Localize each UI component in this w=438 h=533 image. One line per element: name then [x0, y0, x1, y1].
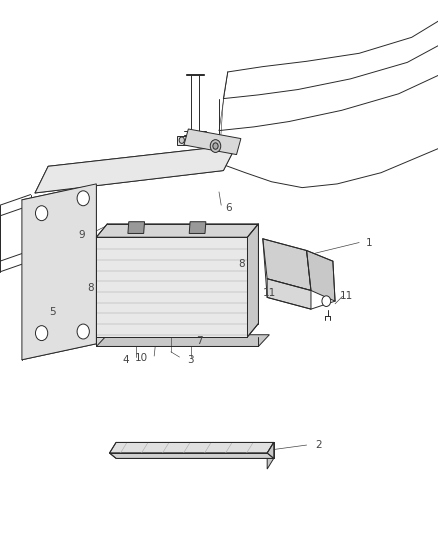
Circle shape	[35, 326, 48, 341]
Polygon shape	[267, 442, 274, 469]
Text: 5: 5	[49, 307, 56, 317]
Text: 3: 3	[187, 355, 194, 365]
Polygon shape	[307, 251, 335, 301]
Polygon shape	[247, 224, 258, 337]
Text: 10: 10	[135, 353, 148, 363]
Polygon shape	[189, 222, 206, 233]
Text: 8: 8	[88, 283, 94, 293]
Text: 8: 8	[239, 259, 245, 269]
Circle shape	[179, 137, 184, 143]
Polygon shape	[96, 337, 258, 346]
Polygon shape	[263, 239, 311, 290]
Text: 7: 7	[196, 336, 203, 346]
Polygon shape	[128, 222, 145, 233]
Circle shape	[322, 296, 331, 306]
Circle shape	[210, 140, 221, 152]
Circle shape	[77, 324, 89, 339]
Polygon shape	[177, 136, 212, 145]
Text: 9: 9	[78, 230, 85, 239]
Text: 11: 11	[339, 291, 353, 301]
Text: 2: 2	[315, 440, 322, 450]
Polygon shape	[184, 129, 241, 155]
Circle shape	[35, 206, 48, 221]
Text: 4: 4	[123, 355, 129, 365]
Polygon shape	[96, 237, 247, 337]
Polygon shape	[110, 453, 274, 458]
Polygon shape	[22, 184, 96, 360]
Polygon shape	[96, 335, 269, 346]
Circle shape	[213, 143, 218, 149]
Text: 1: 1	[366, 238, 372, 247]
Polygon shape	[96, 224, 258, 237]
Polygon shape	[110, 442, 274, 453]
Circle shape	[77, 191, 89, 206]
Text: 6: 6	[226, 203, 232, 213]
Text: 11: 11	[263, 288, 276, 298]
Polygon shape	[267, 279, 311, 309]
Circle shape	[205, 137, 211, 143]
Polygon shape	[35, 145, 237, 193]
